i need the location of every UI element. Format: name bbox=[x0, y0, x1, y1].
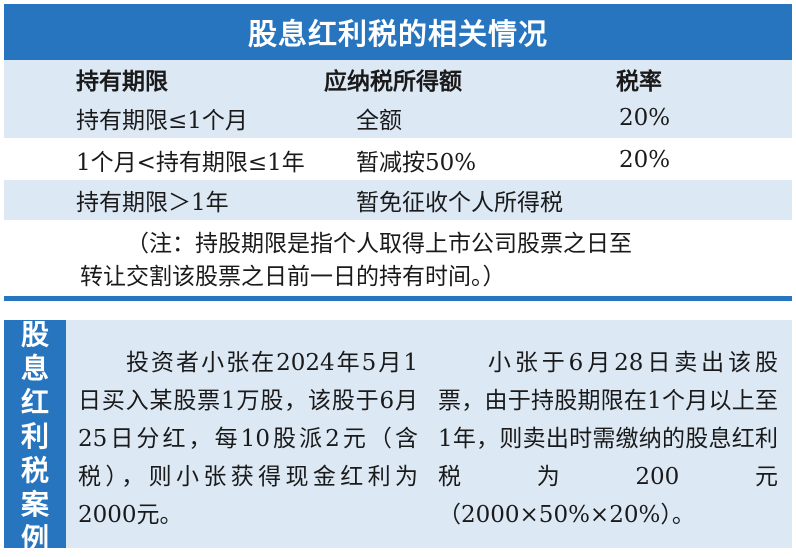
case-right-text: 小张于6月28日卖出该股票，由于持股期限在1个月以上至1年，则卖出时需缴纳的股息… bbox=[438, 350, 778, 528]
header-tax-rate: 税率 bbox=[616, 69, 662, 95]
case-left-text: 投资者小张在2024年5月1日买入某股票1万股，该股于6月25日分红，每10股派… bbox=[78, 350, 418, 528]
case-label-char: 股 bbox=[20, 318, 49, 351]
row-period: 1个月<持有期限≤1年 bbox=[76, 150, 305, 176]
table-title: 股息红利税的相关情况 bbox=[4, 4, 792, 60]
table-header-row: 持有期限 应纳税所得额 税率 bbox=[4, 60, 792, 98]
case-label-char: 例 bbox=[20, 522, 49, 555]
row-rate: 20% bbox=[619, 105, 671, 131]
row-period: 持有期限≤1个月 bbox=[76, 108, 248, 134]
row-taxable: 暂免征收个人所得税 bbox=[356, 190, 563, 216]
case-card: 股 息 红 利 税 案 例 投资者小张在2024年5月1日买入某股票1万股，该股… bbox=[4, 318, 792, 555]
note-line-2: 转让交割该股票之日前一日的持有时间。） bbox=[80, 264, 506, 290]
case-label-char: 红 bbox=[20, 386, 49, 419]
case-label-char: 案 bbox=[20, 488, 49, 521]
header-holding-period: 持有期限 bbox=[76, 69, 168, 95]
table-row: 持有期限＞1年 暂免征收个人所得税 bbox=[4, 180, 792, 220]
case-label-char: 税 bbox=[20, 454, 49, 487]
note-line-1: （注：持股期限是指个人取得上市公司股票之日至 bbox=[80, 228, 770, 261]
note-line-1-text: （注：持股期限是指个人取得上市公司股票之日至 bbox=[126, 231, 632, 257]
row-rate: 20% bbox=[619, 147, 671, 173]
case-side-label: 股 息 红 利 税 案 例 bbox=[4, 318, 66, 555]
table-note: （注：持股期限是指个人取得上市公司股票之日至 转让交割该股票之日前一日的持有时间… bbox=[80, 228, 770, 294]
section-divider bbox=[4, 296, 792, 301]
case-left-paragraph: 投资者小张在2024年5月1日买入某股票1万股，该股于6月25日分红，每10股派… bbox=[78, 344, 418, 534]
tax-table: 持有期限 应纳税所得额 税率 持有期限≤1个月 全额 20% 1个月<持有期限≤… bbox=[4, 60, 792, 296]
row-taxable: 暂减按50% bbox=[356, 150, 477, 176]
case-right-paragraph: 小张于6月28日卖出该股票，由于持股期限在1个月以上至1年，则卖出时需缴纳的股息… bbox=[438, 344, 778, 534]
case-label-char: 息 bbox=[20, 352, 49, 385]
case-label-char: 利 bbox=[20, 420, 49, 453]
row-period: 持有期限＞1年 bbox=[76, 190, 229, 216]
table-row: 持有期限≤1个月 全额 20% bbox=[4, 98, 792, 138]
table-row: 1个月<持有期限≤1年 暂减按50% 20% bbox=[4, 140, 792, 180]
header-taxable-amount: 应纳税所得额 bbox=[324, 69, 462, 95]
row-taxable: 全额 bbox=[356, 108, 402, 134]
